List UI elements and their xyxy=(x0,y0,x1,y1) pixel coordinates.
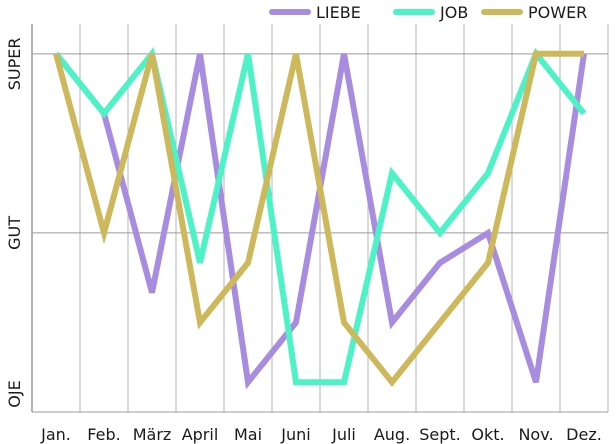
series-line-job xyxy=(53,47,587,386)
series-lines xyxy=(53,47,587,390)
y-axis-labels: OJE GUT SUPER xyxy=(5,37,24,407)
x-axis-labels: Jan. Feb. März April Mai Juni Juli Aug. Sept. Okt… xyxy=(40,425,602,444)
legend: LIEBE JOB POWER xyxy=(269,3,587,22)
x-tick-label: Juni xyxy=(280,425,310,444)
x-tick-label: Okt. xyxy=(471,425,504,444)
y-tick-label: SUPER xyxy=(5,37,24,90)
x-tick-label: Sept. xyxy=(419,425,461,444)
x-tick-label: Jan. xyxy=(40,425,71,444)
y-tick-label: OJE xyxy=(5,380,24,407)
x-tick-label: Nov. xyxy=(518,425,553,444)
x-tick-label: Juli xyxy=(331,425,356,444)
series-line-power xyxy=(53,50,584,387)
x-tick-label: April xyxy=(182,425,219,444)
legend-label-liebe: LIEBE xyxy=(316,3,361,22)
x-tick-label: Aug. xyxy=(374,425,410,444)
x-tick-label: Feb. xyxy=(87,425,120,444)
y-tick-label: GUT xyxy=(5,216,24,250)
legend-label-job: JOB xyxy=(439,3,468,22)
legend-label-power: POWER xyxy=(528,3,587,22)
x-tick-label: Mai xyxy=(234,425,262,444)
x-tick-label: März xyxy=(133,425,172,444)
x-tick-label: Dez. xyxy=(566,425,602,444)
